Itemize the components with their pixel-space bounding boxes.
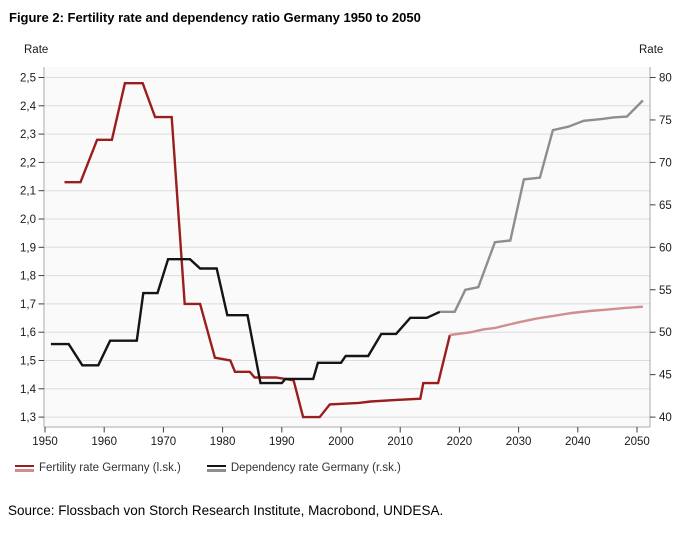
fertility-solid-line-icon [15, 464, 34, 467]
left-axis-tick-label: 2,0 [20, 214, 36, 226]
right-axis-tick-label: 70 [659, 157, 672, 169]
left-axis-tick-label: 2,2 [20, 157, 36, 169]
left-axis-tick-label: 2,3 [20, 129, 36, 141]
left-axis-tick-label: 1,7 [20, 299, 36, 311]
right-axis-tick-label: 40 [659, 412, 672, 424]
source-note: Source: Flossbach von Storch Research In… [8, 503, 444, 518]
chart-plot: 2,5 2,4 2,3 2,2 2,1 2,0 1,9 1,8 1,7 1,6 1,5 1,4 1,3 8… [20, 44, 672, 448]
dependency-solid-line-icon [206, 464, 226, 467]
x-axis-tick-label: 2040 [565, 436, 591, 448]
right-axis-tick-label: 80 [659, 73, 672, 85]
right-axis-tick-label: 45 [659, 370, 672, 382]
series-line-fertility-rate-germany-l-sk-projection [449, 305, 643, 337]
x-axis-tick-label: 1970 [151, 436, 177, 448]
x-axis-tick-label: 1980 [210, 436, 236, 448]
fertility-line-swatch [15, 464, 34, 472]
left-axis-tick-label: 1,6 [20, 327, 36, 339]
figure-title: Figure 2: Fertility rate and dependency … [9, 10, 421, 25]
series-line-dependency-rate-germany-r-sk-historical [50, 257, 441, 385]
x-axis-tick-label: 2030 [506, 436, 532, 448]
right-axis-tick-label: 60 [659, 242, 672, 254]
left-axis-tick-label: 2,1 [20, 186, 36, 198]
right-axis-tick-label: 50 [659, 327, 672, 339]
x-axis-tick-label: 2020 [447, 436, 473, 448]
left-axis-tick-label: 1,5 [20, 356, 36, 368]
x-axis-tick-label: 2050 [624, 436, 650, 448]
x-axis-tick-label: 2010 [387, 436, 413, 448]
left-axis-tick-label: 2,5 [20, 73, 36, 85]
fertility-light-line-icon [15, 469, 34, 472]
series-line-fertility-rate-germany-l-sk-historical [64, 82, 452, 419]
series-line-dependency-rate-germany-r-sk-projection [439, 99, 644, 313]
left-axis-tick-label: 1,4 [20, 384, 37, 396]
right-axis-tick-label: 65 [659, 200, 672, 212]
left-axis-tick-label: 1,9 [20, 242, 36, 254]
legend-item-dependency: Dependency rate Germany (r.sk.) [206, 462, 401, 474]
left-axis-tick-label: 2,4 [20, 101, 37, 113]
left-axis-tick-label: 1,3 [20, 412, 36, 424]
chart-legend: Fertility rate Germany (l.sk.) Dependenc… [15, 462, 401, 474]
dependency-line-swatch [206, 464, 226, 472]
x-axis-tick-label: 1950 [32, 436, 58, 448]
x-axis-tick-label: 2000 [328, 436, 354, 448]
right-axis-title: Rate [639, 44, 663, 56]
right-axis-tick-label: 75 [659, 115, 672, 127]
x-axis-tick-label: 1990 [269, 436, 295, 448]
legend-item-fertility: Fertility rate Germany (l.sk.) [15, 462, 181, 474]
left-axis-tick-label: 1,8 [20, 271, 36, 283]
x-axis-tick-label: 1960 [91, 436, 117, 448]
legend-label-dependency: Dependency rate Germany (r.sk.) [230, 462, 401, 474]
dependency-light-line-icon [206, 469, 226, 472]
legend-label-fertility: Fertility rate Germany (l.sk.) [39, 462, 181, 474]
left-axis-title: Rate [24, 44, 48, 56]
right-axis-tick-label: 55 [659, 285, 672, 297]
